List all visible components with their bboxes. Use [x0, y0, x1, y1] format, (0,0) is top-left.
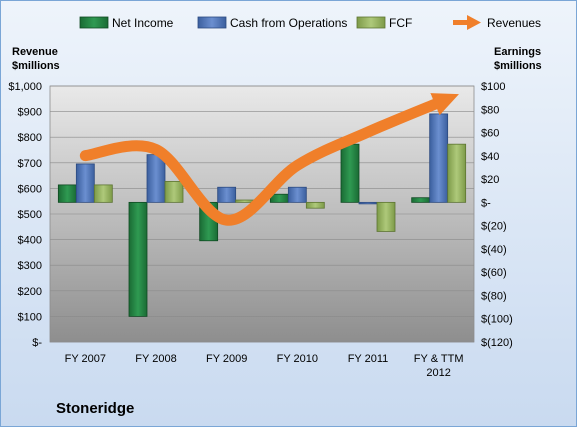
right-tick-label: $(40)	[481, 244, 507, 256]
bar-net-income-1	[57, 184, 77, 203]
left-axis-title-line1: Revenue	[12, 46, 58, 58]
legend-item-fcf: FCF	[356, 16, 412, 30]
left-tick-label: $700	[18, 158, 42, 170]
bar-cash-from-operations-4	[287, 186, 307, 203]
right-tick-label: $(60)	[481, 267, 507, 279]
left-tick-label: $900	[18, 107, 42, 119]
right-tick-label: $60	[481, 128, 499, 140]
x-tick-label: FY 2010	[277, 353, 318, 365]
right-tick-label: $(100)	[481, 314, 513, 326]
left-tick-label: $600	[18, 183, 42, 195]
left-axis-title-line2: $millions	[12, 60, 60, 72]
legend-item-net-income: Net Income	[79, 16, 174, 30]
legend-label: Net Income	[112, 16, 174, 30]
gridlines	[50, 85, 474, 343]
right-tick-label: $(80)	[481, 290, 507, 302]
bar-cash-from-operations-1	[75, 163, 95, 203]
bar-fcf-6	[447, 143, 467, 203]
bar-cash-from-operations-2	[146, 154, 166, 203]
bar-net-income-2	[128, 201, 148, 317]
left-tick-label: $400	[18, 235, 42, 247]
left-tick-label: $800	[18, 132, 42, 144]
bar-cash-from-operations-3	[217, 186, 237, 203]
right-tick-label: $(20)	[481, 221, 507, 233]
x-tick-label: FY & TTM 2012	[414, 353, 464, 379]
right-axis-title-line2: $millions	[494, 60, 542, 72]
left-tick-label: $100	[18, 311, 42, 323]
x-tick-label: FY 2007	[65, 353, 106, 365]
bar-fcf-4	[305, 201, 325, 209]
bar-fcf-5	[376, 201, 396, 232]
legend-swatch	[197, 16, 227, 29]
bar-fcf-1	[93, 184, 113, 203]
bar-fcf-2	[164, 181, 184, 203]
legend-swatch	[79, 16, 109, 29]
right-tick-label: $80	[481, 104, 499, 116]
legend-item-revenues: Revenues	[453, 15, 541, 30]
left-tick-label: $-	[32, 337, 42, 349]
right-tick-label: $-	[481, 197, 491, 209]
left-tick-label: $500	[18, 209, 42, 221]
bar-fcf-3	[235, 199, 255, 203]
x-tick-label: FY 2008	[135, 353, 176, 365]
legend-arrow	[467, 15, 481, 30]
x-tick-label: FY 2011	[348, 353, 389, 365]
bars	[57, 113, 467, 317]
right-axis-title-line1: Earnings	[494, 46, 541, 58]
revenue-line	[79, 93, 459, 226]
bar-cash-from-operations-6	[429, 113, 449, 203]
bar-net-income-6	[411, 197, 431, 203]
left-axis-ticks: $1,000 $900 $800 $700 $600 $500 $400 $300 $200 $1…	[8, 81, 42, 349]
legend-label: FCF	[389, 16, 412, 30]
x-tick-label: FY 2009	[206, 353, 247, 365]
legend-label: Cash from Operations	[230, 16, 347, 30]
right-tick-label: $40	[481, 151, 499, 163]
left-tick-label: $300	[18, 260, 42, 272]
right-axis-ticks: $100 $80 $60 $40 $20 $- $(20) $(40) $(60) $(80) $(…	[481, 81, 513, 349]
revenue-line-path	[79, 93, 459, 226]
right-tick-label: $20	[481, 174, 499, 186]
legend: Net Income Cash from Operations FCF Revenue…	[79, 15, 541, 30]
right-tick-label: $100	[481, 81, 505, 93]
legend-label: Revenues	[487, 16, 541, 30]
right-tick-label: $(120)	[481, 337, 513, 349]
legend-swatch	[356, 16, 386, 29]
bar-net-income-5	[340, 143, 360, 203]
chart-title: Stoneridge	[56, 400, 134, 417]
legend-item-cash-from-operations: Cash from Operations	[197, 16, 347, 30]
bar-cash-from-operations-5	[358, 201, 378, 205]
left-tick-label: $200	[18, 286, 42, 298]
left-tick-label: $1,000	[8, 81, 42, 93]
x-axis-ticks: FY 2007 FY 2008 FY 2009 FY 2010 FY 2011 FY & …	[65, 353, 464, 379]
